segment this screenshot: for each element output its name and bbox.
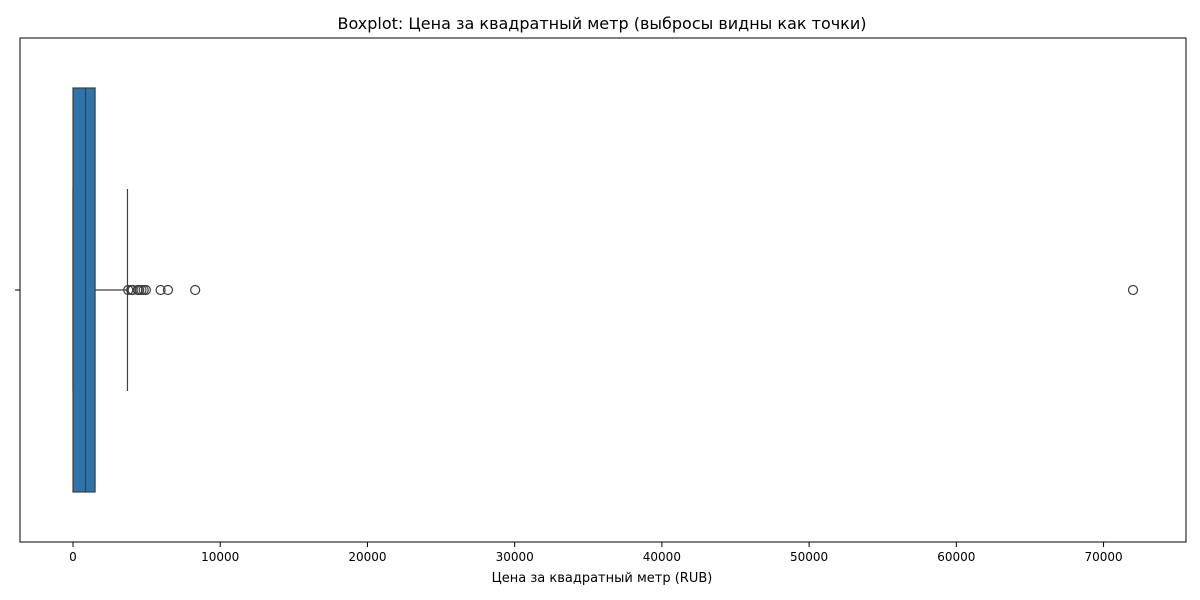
box-group (72, 87, 129, 493)
x-tick-label-4: 40000 (643, 550, 681, 564)
outlier-point-9 (162, 284, 174, 296)
chart-title: Boxplot: Цена за квадратный метр (выброс… (338, 14, 867, 33)
plot-frame (19, 37, 1187, 543)
x-axis-ticks: 0 10000 20000 30000 40000 50000 60000 70000 (69, 542, 1123, 564)
interquartile-box (72, 87, 96, 493)
outlier-point-11 (1127, 284, 1139, 296)
x-tick-label-7: 70000 (1084, 550, 1122, 564)
outlier-point-10 (190, 284, 201, 296)
outlier-point-8 (155, 284, 166, 296)
outlier-point-7 (140, 284, 151, 296)
x-tick-label-3: 30000 (496, 550, 534, 564)
x-tick-label-2: 20000 (348, 550, 386, 564)
x-tick-label-1: 10000 (201, 550, 239, 564)
outlier-group (123, 284, 1139, 296)
x-tick-label-6: 60000 (937, 550, 975, 564)
x-tick-label-5: 50000 (790, 550, 828, 564)
x-axis-label: Цена за квадратный метр (RUB) (492, 571, 713, 586)
x-tick-label-0: 0 (69, 550, 77, 564)
